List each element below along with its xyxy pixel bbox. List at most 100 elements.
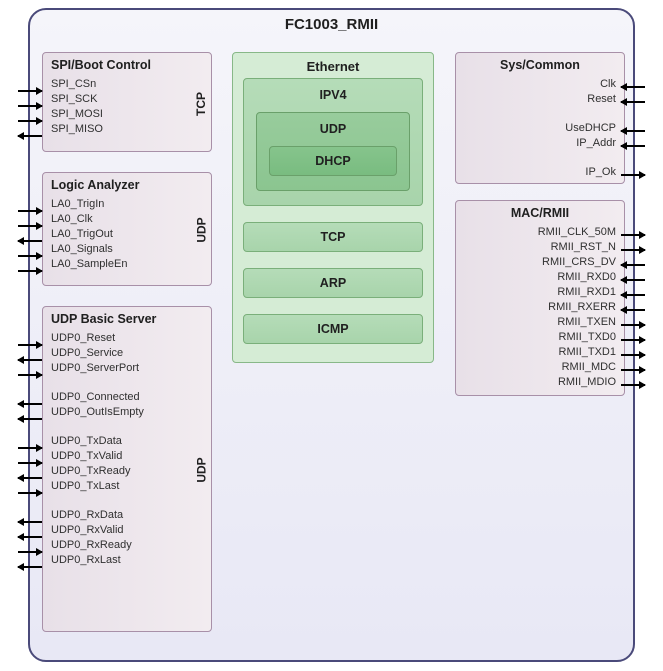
signal-rmii_mdc: RMII_MDC bbox=[464, 360, 616, 375]
protocol-label: UDP bbox=[195, 217, 209, 242]
signal-udp0_rxvalid: UDP0_RxValid bbox=[51, 523, 203, 538]
signal-spi_csn: SPI_CSn bbox=[51, 77, 203, 92]
arrow-udp0_serverport bbox=[18, 374, 42, 376]
arrow-udp0_reset bbox=[18, 344, 42, 346]
signal-udp0_rxlast: UDP0_RxLast bbox=[51, 553, 203, 568]
arrow-udp0_rxready bbox=[18, 551, 42, 553]
arrow-rmii_mdc bbox=[621, 369, 645, 371]
arrow-rmii_rxd1 bbox=[621, 294, 645, 296]
arrow-rmii_txd0 bbox=[621, 339, 645, 341]
signal-reset: Reset bbox=[464, 92, 616, 107]
signal-spi_miso: SPI_MISO bbox=[51, 122, 203, 137]
signal-udp0_connected: UDP0_Connected bbox=[51, 390, 203, 405]
proto-label: UDP bbox=[257, 120, 409, 140]
signal-rmii_txen: RMII_TXEN bbox=[464, 315, 616, 330]
arrow-rmii_clk_50m bbox=[621, 234, 645, 236]
arrow-spi_miso bbox=[18, 135, 42, 137]
signal-udp0_reset: UDP0_Reset bbox=[51, 331, 203, 346]
signal-udp0_rxdata: UDP0_RxData bbox=[51, 508, 203, 523]
signal-spi_sck: SPI_SCK bbox=[51, 92, 203, 107]
arrow-rmii_mdio bbox=[621, 384, 645, 386]
arrow-la0_clk bbox=[18, 225, 42, 227]
arrow-rmii_rxd0 bbox=[621, 279, 645, 281]
proto-label: IPV4 bbox=[244, 86, 422, 106]
arrow-udp0_service bbox=[18, 359, 42, 361]
arrow-la0_signals bbox=[18, 255, 42, 257]
protocol-label: TCP bbox=[194, 92, 208, 116]
signal-rmii_rst_n: RMII_RST_N bbox=[464, 240, 616, 255]
block-mac-rmii: MAC/RMII RMII_CLK_50MRMII_RST_NRMII_CRS_D… bbox=[455, 200, 625, 396]
arrow-udp0_txvalid bbox=[18, 462, 42, 464]
proto-udp: UDP DHCP bbox=[256, 112, 410, 191]
ethernet-block: Ethernet IPV4 UDP DHCP TCP ARP ICMP bbox=[232, 52, 434, 363]
arrow-udp0_txlast bbox=[18, 492, 42, 494]
arrow-rmii_rxerr bbox=[621, 309, 645, 311]
proto-dhcp: DHCP bbox=[269, 146, 397, 176]
signal-usedhcp: UseDHCP bbox=[464, 121, 616, 136]
protocol-label: UDP bbox=[195, 457, 209, 482]
arrow-spi_sck bbox=[18, 105, 42, 107]
proto-tcp: TCP bbox=[243, 222, 423, 252]
signal-udp0_outisempty: UDP0_OutIsEmpty bbox=[51, 405, 203, 420]
signal-rmii_rxd0: RMII_RXD0 bbox=[464, 270, 616, 285]
block-title: SPI/Boot Control bbox=[43, 53, 211, 75]
signal-ip_ok: IP_Ok bbox=[464, 165, 616, 180]
signal-udp0_rxready: UDP0_RxReady bbox=[51, 538, 203, 553]
arrow-udp0_txready bbox=[18, 477, 42, 479]
signal-la0_sampleen: LA0_SampleEn bbox=[51, 257, 203, 272]
arrow-rmii_rst_n bbox=[621, 249, 645, 251]
arrow-udp0_rxdata bbox=[18, 521, 42, 523]
block-sys-common: Sys/Common ClkReset UseDHCPIP_Addr IP_Ok bbox=[455, 52, 625, 184]
proto-ipv4: IPV4 UDP DHCP bbox=[243, 78, 423, 206]
block-udp-basic-server: UDP Basic ServerUDP0_ResetUDP0_ServiceUD… bbox=[42, 306, 212, 632]
signal-udp0_txvalid: UDP0_TxValid bbox=[51, 449, 203, 464]
arrow-ip_addr bbox=[621, 145, 645, 147]
signal-la0_signals: LA0_Signals bbox=[51, 242, 203, 257]
arrow-udp0_rxlast bbox=[18, 566, 42, 568]
signal-rmii_rxd1: RMII_RXD1 bbox=[464, 285, 616, 300]
signal-rmii_txd0: RMII_TXD0 bbox=[464, 330, 616, 345]
signal-udp0_txready: UDP0_TxReady bbox=[51, 464, 203, 479]
arrow-clk bbox=[621, 86, 645, 88]
signal-clk: Clk bbox=[464, 77, 616, 92]
signal-spi_mosi: SPI_MOSI bbox=[51, 107, 203, 122]
arrow-rmii_txd1 bbox=[621, 354, 645, 356]
block-logic-analyzer: Logic Analyzer LA0_TrigInLA0_ClkLA0_TrigO… bbox=[42, 172, 212, 286]
module-title: FC1003_RMII bbox=[30, 10, 633, 33]
block-title: Logic Analyzer bbox=[43, 173, 211, 195]
arrow-rmii_crs_dv bbox=[621, 264, 645, 266]
signal-rmii_mdio: RMII_MDIO bbox=[464, 375, 616, 390]
arrow-la0_trigout bbox=[18, 240, 42, 242]
signal-udp0_txlast: UDP0_TxLast bbox=[51, 479, 203, 494]
signal-rmii_crs_dv: RMII_CRS_DV bbox=[464, 255, 616, 270]
signal-udp0_serverport: UDP0_ServerPort bbox=[51, 361, 203, 376]
ethernet-title: Ethernet bbox=[233, 53, 433, 78]
block-title: UDP Basic Server bbox=[43, 307, 211, 329]
arrow-la0_trigin bbox=[18, 210, 42, 212]
arrow-udp0_rxvalid bbox=[18, 536, 42, 538]
arrow-la0_sampleen bbox=[18, 270, 42, 272]
signal-la0_clk: LA0_Clk bbox=[51, 212, 203, 227]
module-container: FC1003_RMII SPI/Boot Control SPI_CSnSPI_S… bbox=[28, 8, 635, 662]
arrow-spi_csn bbox=[18, 90, 42, 92]
proto-icmp: ICMP bbox=[243, 314, 423, 344]
arrow-rmii_txen bbox=[621, 324, 645, 326]
arrow-spi_mosi bbox=[18, 120, 42, 122]
arrow-udp0_outisempty bbox=[18, 418, 42, 420]
arrow-udp0_connected bbox=[18, 403, 42, 405]
signal-udp0_service: UDP0_Service bbox=[51, 346, 203, 361]
proto-arp: ARP bbox=[243, 268, 423, 298]
signal-la0_trigin: LA0_TrigIn bbox=[51, 197, 203, 212]
block-spi-boot-control: SPI/Boot Control SPI_CSnSPI_SCKSPI_MOSISP… bbox=[42, 52, 212, 152]
arrow-ip_ok bbox=[621, 174, 645, 176]
signal-rmii_clk_50m: RMII_CLK_50M bbox=[464, 225, 616, 240]
signal-rmii_rxerr: RMII_RXERR bbox=[464, 300, 616, 315]
signal-ip_addr: IP_Addr bbox=[464, 136, 616, 151]
signal-la0_trigout: LA0_TrigOut bbox=[51, 227, 203, 242]
block-title: Sys/Common bbox=[456, 53, 624, 75]
signal-rmii_txd1: RMII_TXD1 bbox=[464, 345, 616, 360]
arrow-reset bbox=[621, 101, 645, 103]
signal-udp0_txdata: UDP0_TxData bbox=[51, 434, 203, 449]
block-title: MAC/RMII bbox=[456, 201, 624, 223]
arrow-usedhcp bbox=[621, 130, 645, 132]
